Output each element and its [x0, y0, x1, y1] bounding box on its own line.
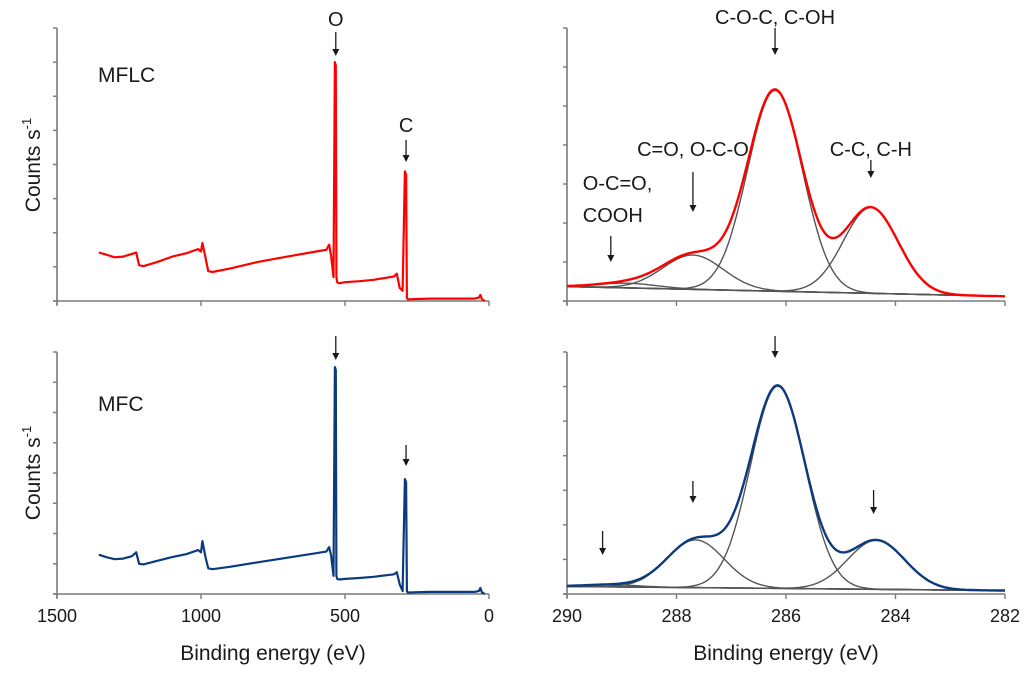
peak-arrow [402, 140, 410, 162]
peak-annotation-label: O-C=O, [583, 173, 652, 195]
arrow-down-icon [332, 49, 340, 56]
panel-survey-mfc: 1500 1000 500 0 [37, 336, 494, 626]
arrow-down-icon [689, 496, 697, 503]
panel-c1s-mfc: 290 288 286 284 282 [552, 336, 1020, 626]
arrow-down-icon [402, 459, 410, 466]
arrow-down-icon [870, 507, 878, 514]
envelope-line [567, 88, 1005, 298]
peak-arrow [332, 336, 340, 360]
x-tick-label: 288 [661, 606, 691, 626]
fit-component-c-o-o-c-o [567, 539, 1005, 592]
x-tick-label: 500 [330, 606, 360, 626]
peak-arrow [599, 531, 607, 555]
sample-label-mfc: MFC [98, 393, 144, 416]
x-tick-label: 1000 [181, 606, 221, 626]
peak-annotation-label: C [399, 115, 413, 137]
panel-c1s-mflc: C-O-C, C-OH C=O, O-C-O C-C, C-H O-C=O, COOH [563, 7, 1006, 306]
y-axis-label-text: Counts s [22, 129, 45, 212]
peak-annotation-label: O [328, 9, 344, 31]
arrow-down-icon [771, 48, 779, 55]
peak-arrow [689, 481, 697, 503]
peak-arrow [689, 172, 697, 212]
peak-arrow [607, 236, 615, 262]
arrow-down-icon [689, 205, 697, 212]
svg-text:Counts s-1: Counts s-1 [19, 118, 45, 212]
y-axis-label-top: Counts s-1 [19, 118, 45, 212]
arrow-down-icon [402, 155, 410, 162]
fit-component-c-o-c-c-oh [567, 385, 1005, 592]
y-axis-label-text: Counts s [22, 437, 45, 520]
peak-annotation-label: C=O, O-C-O [637, 139, 749, 161]
x-tick-label: 282 [990, 606, 1020, 626]
peak-annotation-label: C-O-C, C-OH [715, 7, 835, 29]
sample-label-mflc: MFLC [98, 64, 155, 87]
panel-survey-mflc: OC [53, 9, 490, 306]
envelope-line [567, 384, 1005, 592]
y-axis-label-superscript: -1 [19, 118, 34, 130]
peak-arrow [771, 28, 779, 55]
x-tick-label: 290 [552, 606, 582, 626]
peak-annotation-label: C-C, C-H [830, 139, 912, 161]
peak-arrow [332, 32, 340, 56]
arrow-down-icon [771, 351, 779, 358]
arrow-down-icon [332, 353, 340, 360]
x-axis-label-c1s: Binding energy (eV) [693, 642, 879, 665]
survey-spectrum-line [98, 61, 486, 302]
peak-arrow [771, 336, 779, 358]
peak-annotation-label: COOH [583, 205, 643, 227]
arrow-down-icon [607, 255, 615, 262]
x-tick-label: 284 [880, 606, 910, 626]
arrow-down-icon [599, 548, 607, 555]
y-axis-label-bottom: Counts s-1 [19, 426, 45, 520]
arrow-down-icon [867, 171, 875, 178]
peak-arrow [402, 445, 410, 466]
y-axis-label-superscript: -1 [19, 426, 34, 438]
svg-text:Counts s-1: Counts s-1 [19, 426, 45, 520]
x-tick-label: 0 [484, 606, 494, 626]
x-tick-label: 286 [771, 606, 801, 626]
peak-arrow [867, 160, 875, 178]
x-tick-label: 1500 [37, 606, 77, 626]
peak-arrow [870, 490, 878, 514]
x-axis-label-survey: Binding energy (eV) [180, 642, 366, 665]
survey-spectrum-line [98, 366, 486, 595]
